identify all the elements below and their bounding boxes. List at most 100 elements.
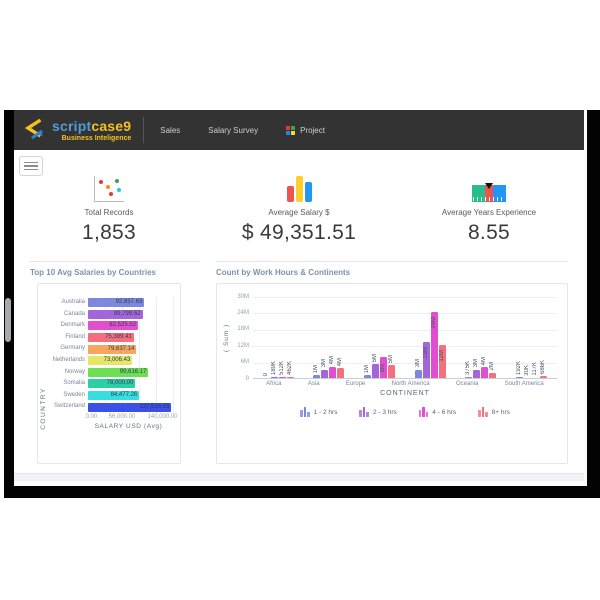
- brand-case9: case9: [91, 118, 132, 134]
- nav-item-sales[interactable]: Sales: [160, 125, 181, 135]
- legend-label: 4 - 6 hrs: [432, 409, 457, 416]
- bar[interactable]: [337, 368, 345, 378]
- legend-bars-icon: [300, 406, 310, 417]
- legend-item[interactable]: 4 - 6 hrs: [418, 406, 457, 417]
- bar[interactable]: 79,637.14: [88, 344, 137, 354]
- bar[interactable]: 82,525.52: [88, 321, 139, 331]
- legend-item[interactable]: 8+ hrs: [478, 406, 510, 417]
- country-labels: Australia Canada Denmark Finland Germany Neth…: [50, 297, 88, 413]
- bar[interactable]: 78,000.00: [88, 379, 136, 389]
- bar-row: 99,616.17: [88, 367, 173, 379]
- bar[interactable]: [438, 345, 446, 378]
- legend-bars-icon: [418, 406, 429, 417]
- charts-row: Top 10 Avg Salaries by Countries COUNTRY…: [14, 261, 584, 464]
- bar[interactable]: 99,616.17: [88, 367, 149, 377]
- bar[interactable]: [516, 377, 524, 378]
- kpi-label: Total Records: [84, 208, 134, 217]
- x-tick-label: 140,000.00: [147, 413, 178, 420]
- country-label: Germany: [60, 345, 85, 352]
- sum-y-ticks: 30M 24M 18M 12M 6M 0: [233, 293, 253, 382]
- main-nav: Sales Salary Survey Project: [160, 125, 325, 135]
- bar[interactable]: [414, 369, 422, 378]
- bar[interactable]: 75,389.41: [88, 333, 134, 343]
- scriptcase-logo-icon: [24, 119, 43, 140]
- kpi-value: 8.55: [467, 221, 511, 244]
- continent-axis-label: CONTINENT: [380, 390, 430, 397]
- right-chart-section: Count by Work Hours & Continents ( Sum )…: [216, 261, 568, 464]
- bar[interactable]: 92,857.63: [88, 298, 145, 308]
- bar[interactable]: [329, 366, 337, 378]
- dashboard-content: Total Records 1,853 Average Salary $ $ 4…: [14, 150, 584, 481]
- bar-value-label: 78,000.00: [106, 380, 134, 387]
- bar-value-label: 89,799.52: [113, 310, 141, 317]
- kpi-label: Average Years Experience: [441, 208, 537, 217]
- legend-item[interactable]: 2 - 3 hrs: [359, 406, 397, 417]
- nav-item-salary-survey[interactable]: Salary Survey: [208, 125, 259, 135]
- bar[interactable]: 89,799.52: [88, 309, 143, 319]
- legend-label: 1 - 2 hrs: [313, 409, 338, 416]
- bar-groups: 0 189K 512K 462K 1M 3M 4M 4M 1M 5M 8M 5M 3M 13M 24M 12M…: [253, 297, 557, 378]
- left-chart-section: Top 10 Avg Salaries by Countries COUNTRY…: [30, 261, 200, 464]
- bar[interactable]: 73,006.43: [88, 356, 133, 366]
- salary-axis-label: SALARY USD (Avg): [94, 422, 163, 430]
- header-divider: [143, 117, 145, 143]
- bar[interactable]: [481, 367, 489, 378]
- y-tick-label: 24M: [237, 309, 249, 316]
- menu-toggle-button[interactable]: [19, 156, 43, 176]
- kpi-value: $ 49,351.51: [241, 221, 357, 244]
- bar-value-label: 5M: [388, 354, 395, 363]
- bar-group: 3M 13M 24M 12M: [414, 297, 446, 378]
- bar[interactable]: [321, 369, 329, 378]
- y-tick-label: 12M: [237, 342, 249, 349]
- bar-row: 92,857.63: [88, 297, 173, 309]
- nav-item-project[interactable]: Project: [286, 125, 325, 135]
- bar-group: 1M 3M 4M 4M: [313, 297, 345, 378]
- legend-item[interactable]: 1 - 2 hrs: [300, 406, 337, 417]
- scriptcase-logo[interactable]: scriptcase9 Business Inteligence: [24, 118, 131, 142]
- brand-subtitle: Business Inteligence: [61, 135, 132, 142]
- bar[interactable]: 84,477.26: [88, 391, 140, 401]
- bar-value-label: 512K: [278, 360, 285, 375]
- right-chart-title: Count by Work Hours & Continents: [216, 268, 351, 277]
- bar[interactable]: [473, 369, 481, 378]
- bar[interactable]: [286, 376, 294, 378]
- bar-value-label: 79,637.14: [107, 345, 135, 352]
- gridline: [122, 297, 123, 413]
- y-tick-label: 30M: [237, 293, 249, 300]
- sum-axis-label: ( Sum ): [223, 323, 230, 353]
- y-tick-label: 18M: [237, 326, 249, 333]
- bar[interactable]: [465, 376, 473, 378]
- bar[interactable]: [380, 356, 388, 378]
- bar[interactable]: [422, 342, 430, 378]
- scrollbar-thumb[interactable]: [5, 298, 11, 342]
- bar[interactable]: [540, 376, 548, 378]
- bar[interactable]: [388, 364, 396, 378]
- country-label: Australia: [61, 299, 85, 305]
- bar[interactable]: [430, 312, 438, 378]
- salary-x-ticks: 0.00 56,000.00 140,000.00: [86, 413, 178, 422]
- bar-value-label: 3M: [321, 359, 328, 368]
- bar-value-label: 75,389.41: [105, 334, 132, 341]
- bar[interactable]: [372, 364, 380, 378]
- bar[interactable]: 137,525.55: [88, 402, 172, 412]
- bar[interactable]: [270, 377, 278, 378]
- bar[interactable]: [489, 372, 497, 378]
- bar[interactable]: [278, 376, 286, 378]
- gridline: [253, 362, 557, 364]
- bar[interactable]: [313, 375, 321, 378]
- bar-value-label: 686K: [540, 360, 547, 375]
- continent-label: Oceania: [456, 381, 479, 387]
- legend-label: 8+ hrs: [491, 409, 510, 416]
- bar-value-label: 4M: [337, 357, 344, 367]
- x-tick-label: 56,000.00: [108, 413, 136, 420]
- country-label: Denmark: [60, 322, 85, 329]
- bar-value-label: 0: [262, 372, 269, 376]
- gridline: [253, 346, 557, 348]
- kpi-total-records: Total Records 1,853: [14, 170, 204, 245]
- bar-row: 137,525.55: [88, 401, 173, 413]
- country-plot-area: 92,857.63 89,799.52 82,525.52 75,389.41 79,6…: [88, 297, 174, 413]
- bar[interactable]: [364, 375, 372, 378]
- gridline: [253, 297, 557, 298]
- bar-value-label: 84,477.26: [110, 392, 138, 399]
